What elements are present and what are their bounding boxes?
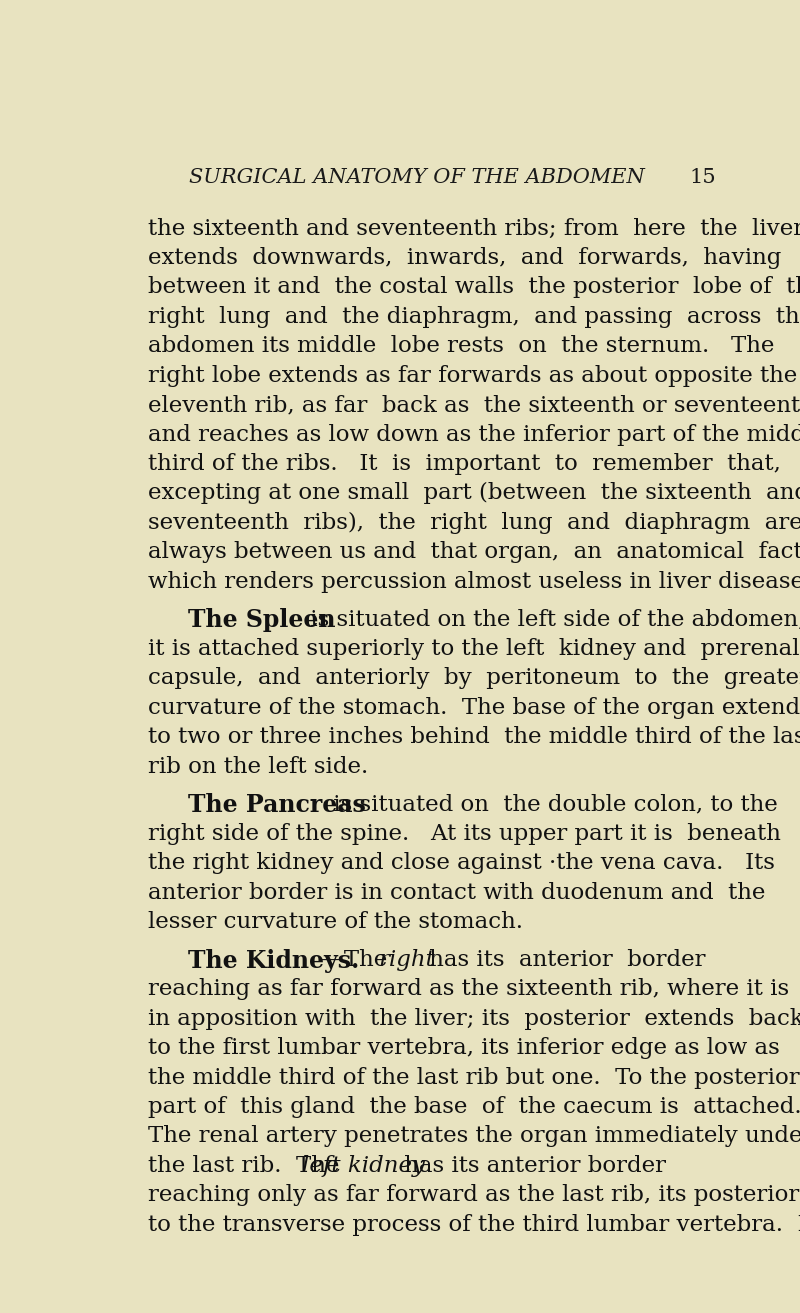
Text: right lobe extends as far forwards as about opposite the: right lobe extends as far forwards as ab… bbox=[148, 365, 798, 387]
Text: to the first lumbar vertebra, its inferior edge as low as: to the first lumbar vertebra, its inferi… bbox=[148, 1037, 780, 1060]
Text: —The: —The bbox=[321, 949, 394, 972]
Text: always between us and  that organ,  an  anatomical  fact: always between us and that organ, an ana… bbox=[148, 541, 800, 563]
Text: lesser curvature of the stomach.: lesser curvature of the stomach. bbox=[148, 911, 523, 934]
Text: anterior border is in contact with duodenum and  the: anterior border is in contact with duode… bbox=[148, 881, 766, 903]
Text: has its  anterior  border: has its anterior border bbox=[422, 949, 706, 972]
Text: is situated on the left side of the abdomen;: is situated on the left side of the abdo… bbox=[302, 608, 800, 630]
Text: and reaches as low down as the inferior part of the middle: and reaches as low down as the inferior … bbox=[148, 424, 800, 445]
Text: the right kidney and close against ·the vena cava.   Its: the right kidney and close against ·the … bbox=[148, 852, 775, 874]
Text: capsule,  and  anteriorly  by  peritoneum  to  the  greater: capsule, and anteriorly by peritoneum to… bbox=[148, 667, 800, 689]
Text: seventeenth  ribs),  the  right  lung  and  diaphragm  are: seventeenth ribs), the right lung and di… bbox=[148, 512, 800, 534]
Text: curvature of the stomach.  The base of the organ extends: curvature of the stomach. The base of th… bbox=[148, 697, 800, 718]
Text: right side of the spine.   At its upper part it is  beneath: right side of the spine. At its upper pa… bbox=[148, 823, 781, 844]
Text: is situated on  the double colon, to the: is situated on the double colon, to the bbox=[326, 793, 778, 815]
Text: in apposition with  the liver; its  posterior  extends  back: in apposition with the liver; its poster… bbox=[148, 1008, 800, 1029]
Text: The Pancreas: The Pancreas bbox=[188, 793, 366, 818]
Text: which renders percussion almost useless in liver disease.: which renders percussion almost useless … bbox=[148, 571, 800, 592]
Text: has its anterior border: has its anterior border bbox=[398, 1155, 666, 1176]
Text: 15: 15 bbox=[689, 168, 716, 186]
Text: SURGICAL ANATOMY OF THE ABDOMEN: SURGICAL ANATOMY OF THE ABDOMEN bbox=[189, 168, 645, 186]
Text: rib on the left side.: rib on the left side. bbox=[148, 755, 368, 777]
Text: The Spleen: The Spleen bbox=[188, 608, 336, 633]
Text: the sixteenth and seventeenth ribs; from  here  the  liver: the sixteenth and seventeenth ribs; from… bbox=[148, 218, 800, 239]
Text: between it and  the costal walls  the posterior  lobe of  the: between it and the costal walls the post… bbox=[148, 277, 800, 298]
Text: it is attached superiorly to the left  kidney and  prerenal: it is attached superiorly to the left ki… bbox=[148, 638, 799, 660]
Text: right: right bbox=[378, 949, 435, 972]
Text: to two or three inches behind  the middle third of the last: to two or three inches behind the middle… bbox=[148, 726, 800, 748]
Text: part of  this gland  the base  of  the caecum is  attached.: part of this gland the base of the caecu… bbox=[148, 1096, 800, 1119]
Text: excepting at one small  part (between  the sixteenth  and: excepting at one small part (between the… bbox=[148, 482, 800, 504]
Text: eleventh rib, as far  back as  the sixteenth or seventeenth,: eleventh rib, as far back as the sixteen… bbox=[148, 394, 800, 416]
Text: the last rib.  The: the last rib. The bbox=[148, 1155, 346, 1176]
Text: left kidney: left kidney bbox=[302, 1155, 425, 1176]
Text: reaching only as far forward as the last rib, its posterior: reaching only as far forward as the last… bbox=[148, 1184, 799, 1207]
Text: to the transverse process of the third lumbar vertebra.  It: to the transverse process of the third l… bbox=[148, 1213, 800, 1236]
Text: third of the ribs.   It  is  important  to  remember  that,: third of the ribs. It is important to re… bbox=[148, 453, 781, 475]
Text: extends  downwards,  inwards,  and  forwards,  having: extends downwards, inwards, and forwards… bbox=[148, 247, 782, 269]
Text: abdomen its middle  lobe rests  on  the sternum.   The: abdomen its middle lobe rests on the ste… bbox=[148, 335, 774, 357]
Text: right  lung  and  the diaphragm,  and passing  across  the: right lung and the diaphragm, and passin… bbox=[148, 306, 800, 328]
Text: reaching as far forward as the sixteenth rib, where it is: reaching as far forward as the sixteenth… bbox=[148, 978, 789, 1001]
Text: the middle third of the last rib but one.  To the posterior: the middle third of the last rib but one… bbox=[148, 1066, 800, 1088]
Text: The Kidneys.: The Kidneys. bbox=[188, 949, 360, 973]
Text: The renal artery penetrates the organ immediately under: The renal artery penetrates the organ im… bbox=[148, 1125, 800, 1148]
